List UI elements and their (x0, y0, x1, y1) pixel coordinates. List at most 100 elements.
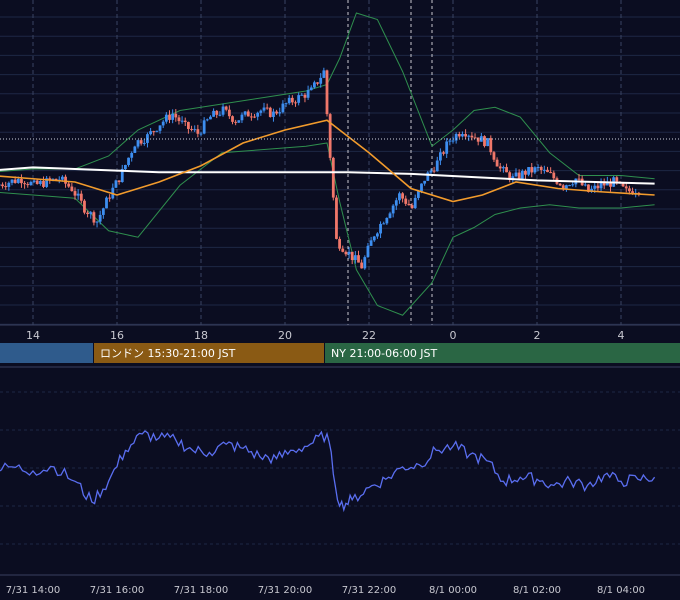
candle (398, 191, 401, 204)
candle (20, 174, 23, 188)
candle (250, 112, 253, 121)
candle (243, 110, 247, 117)
candle (432, 166, 436, 174)
candle (624, 182, 628, 193)
bottom-axis-tick-label: 8/1 00:00 (429, 585, 477, 596)
session-ny (325, 343, 680, 363)
candle (98, 210, 102, 225)
candle (445, 138, 449, 158)
candle (360, 259, 364, 269)
candle (89, 210, 93, 219)
candle (7, 181, 11, 191)
time-gridlines (32, 0, 622, 325)
candle (180, 116, 184, 124)
candle (410, 203, 414, 210)
candle (42, 176, 45, 189)
candle (111, 183, 115, 200)
top-axis-tick-label: 14 (26, 329, 40, 342)
candle (379, 221, 382, 239)
candle (435, 156, 439, 172)
candle (218, 111, 222, 117)
candle (527, 167, 530, 177)
candle (574, 178, 578, 188)
candle (101, 207, 105, 219)
candle (164, 112, 168, 124)
candle (316, 82, 319, 86)
short-moving-average (0, 119, 655, 203)
candle (1, 182, 4, 189)
candle (86, 210, 89, 218)
candle (542, 165, 546, 174)
candle (183, 117, 187, 127)
candle (205, 118, 209, 122)
candle (221, 103, 225, 117)
candle (38, 179, 42, 186)
candle (23, 180, 26, 189)
top-axis-tick-label: 22 (362, 329, 376, 342)
candle (265, 103, 269, 110)
candle (457, 131, 461, 139)
candle (388, 211, 392, 219)
candle (568, 184, 571, 187)
candle (530, 163, 534, 178)
candle (209, 115, 212, 120)
candle (309, 85, 313, 91)
candle (596, 182, 600, 192)
candle (114, 179, 118, 188)
candle (240, 112, 244, 123)
candle (473, 133, 477, 139)
bottom-axis-tick-label: 7/31 22:00 (342, 585, 396, 596)
candle (467, 134, 471, 142)
candle (565, 184, 568, 192)
candle (142, 139, 146, 146)
candle (558, 182, 562, 187)
candle (224, 105, 228, 112)
candle (536, 164, 540, 172)
candle (382, 221, 386, 225)
candle (442, 150, 445, 156)
bollinger-lower (0, 142, 655, 316)
candle (350, 251, 354, 265)
candle (495, 157, 499, 167)
candle (124, 164, 127, 171)
candle (602, 178, 606, 189)
candle (552, 170, 556, 181)
candle (73, 187, 77, 200)
candle (448, 138, 452, 146)
candle (539, 165, 543, 174)
candle (363, 255, 367, 270)
candle (227, 105, 231, 119)
candle (26, 182, 30, 188)
bottom-axis-tick-label: 8/1 02:00 (513, 585, 561, 596)
candle (133, 145, 137, 153)
candle (404, 195, 408, 206)
candle (338, 236, 341, 251)
candle (161, 119, 165, 129)
candle (231, 115, 234, 125)
candle (187, 121, 190, 134)
candle (300, 92, 304, 96)
candle (492, 150, 496, 163)
candle (92, 210, 96, 226)
candle (83, 199, 86, 215)
candle (303, 92, 307, 103)
top-axis-tick-label: 20 (278, 329, 292, 342)
candle (253, 113, 256, 119)
session-bar: ロンドン 15:30-21:00 JST NY 21:00-06:00 JST (0, 343, 680, 363)
candle (120, 164, 124, 183)
candle (376, 232, 379, 239)
candle (549, 167, 553, 174)
candle (177, 114, 181, 125)
candle (259, 109, 263, 116)
candle (237, 120, 241, 123)
candle (508, 170, 512, 183)
bottom-time-axis: 7/31 14:00 7/31 16:00 7/31 18:00 7/31 20:00… (6, 585, 645, 596)
candle (0, 184, 1, 186)
candle (407, 199, 411, 206)
long-moving-average (0, 166, 655, 185)
bollinger-upper (0, 12, 655, 180)
candle (272, 108, 275, 122)
candle (335, 195, 338, 240)
candle (29, 180, 33, 186)
